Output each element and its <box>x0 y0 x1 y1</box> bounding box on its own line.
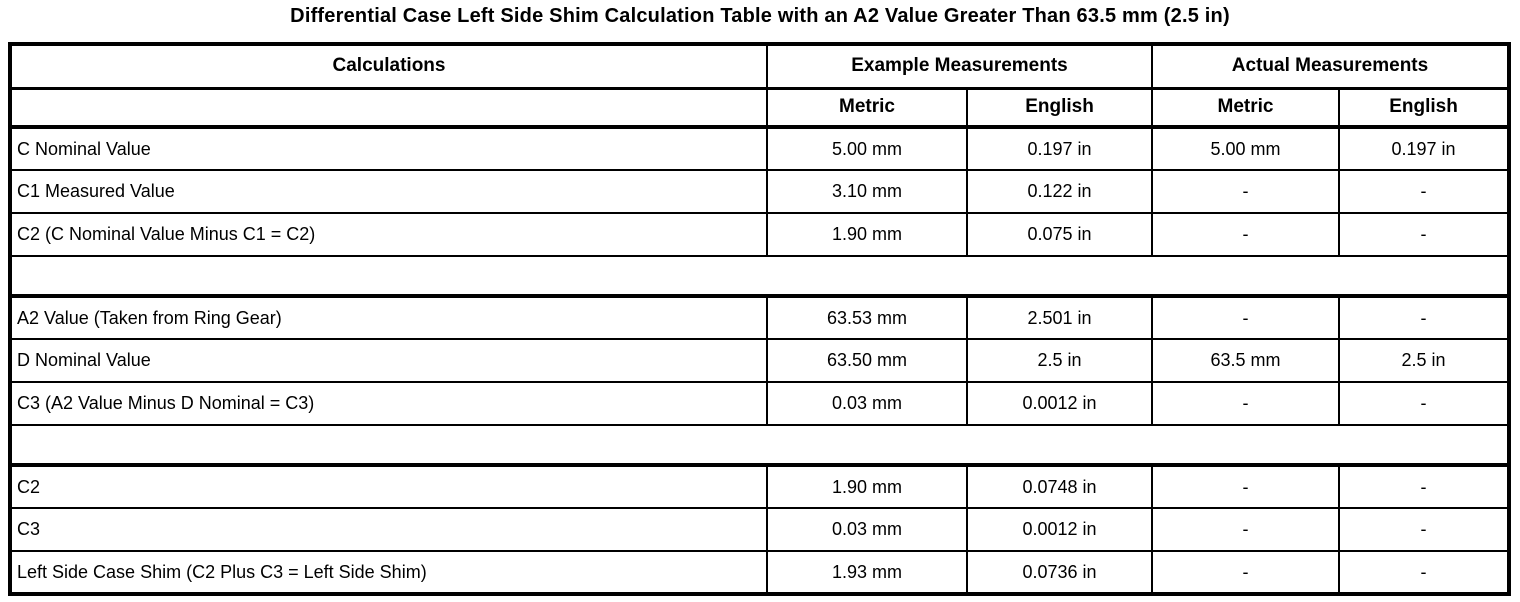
page-title: Differential Case Left Side Shim Calcula… <box>290 5 1230 27</box>
table-row: C Nominal Value 5.00 mm 0.197 in 5.00 mm 0.1… <box>9 127 1510 171</box>
row-label: Left Side Case Shim (C2 Plus C3 = Left S… <box>9 551 768 595</box>
header-row-units: Metric English Metric English <box>9 88 1510 129</box>
table-row: C3 0.03 mm 0.0012 in - - <box>9 508 1510 552</box>
actual-metric-header: Metric <box>1151 88 1340 129</box>
row-label: C3 (A2 Value Minus D Nominal = C3) <box>9 382 768 426</box>
actual-metric-value: - <box>1151 213 1340 257</box>
actual-metric-value: 63.5 mm <box>1151 339 1340 383</box>
example-english-value: 0.0736 in <box>966 551 1153 595</box>
actual-english-value: - <box>1338 296 1510 340</box>
example-metric-value: 0.03 mm <box>766 508 968 552</box>
actual-metric-value: - <box>1151 551 1340 595</box>
example-english-value: 2.501 in <box>966 296 1153 340</box>
example-metric-value: 3.10 mm <box>766 170 968 214</box>
example-english-value: 0.075 in <box>966 213 1153 257</box>
shim-calculation-table: Calculations Example Measurements Actual… <box>8 42 1511 596</box>
example-metric-value: 63.50 mm <box>766 339 968 383</box>
example-english-header: English <box>966 88 1153 129</box>
spacer-row <box>10 425 1509 467</box>
row-label: D Nominal Value <box>9 339 768 383</box>
header-row-groups: Calculations Example Measurements Actual… <box>9 44 1510 90</box>
table-row: C2 1.90 mm 0.0748 in - - <box>9 465 1510 509</box>
empty-header-cell <box>9 88 768 129</box>
spacer-cell <box>10 425 1509 467</box>
table-row: Left Side Case Shim (C2 Plus C3 = Left S… <box>9 551 1510 595</box>
example-metric-value: 0.03 mm <box>766 382 968 426</box>
row-label: C1 Measured Value <box>9 170 768 214</box>
actual-english-value: - <box>1338 465 1510 509</box>
example-metric-value: 1.90 mm <box>766 213 968 257</box>
example-metric-value: 5.00 mm <box>766 127 968 171</box>
example-english-value: 0.0748 in <box>966 465 1153 509</box>
table-body: C Nominal Value 5.00 mm 0.197 in 5.00 mm 0.1… <box>9 127 1510 595</box>
example-english-value: 0.0012 in <box>966 382 1153 426</box>
row-label: C2 <box>9 465 768 509</box>
actual-english-header: English <box>1338 88 1510 129</box>
row-label: C3 <box>9 508 768 552</box>
actual-english-value: - <box>1338 508 1510 552</box>
spacer-row <box>10 256 1509 298</box>
example-measurements-header: Example Measurements <box>766 44 1153 90</box>
actual-english-value: 0.197 in <box>1338 127 1510 171</box>
actual-metric-value: - <box>1151 296 1340 340</box>
actual-english-value: - <box>1338 170 1510 214</box>
actual-english-value: - <box>1338 382 1510 426</box>
actual-metric-value: - <box>1151 382 1340 426</box>
example-english-value: 2.5 in <box>966 339 1153 383</box>
actual-english-value: - <box>1338 551 1510 595</box>
table-row: C1 Measured Value 3.10 mm 0.122 in - - <box>9 170 1510 214</box>
row-label: C2 (C Nominal Value Minus C1 = C2) <box>9 213 768 257</box>
actual-metric-value: 5.00 mm <box>1151 127 1340 171</box>
example-english-value: 0.122 in <box>966 170 1153 214</box>
calculations-header: Calculations <box>9 44 768 90</box>
actual-metric-value: - <box>1151 508 1340 552</box>
table-row: D Nominal Value 63.50 mm 2.5 in 63.5 mm 2.5 … <box>9 339 1510 383</box>
row-label: C Nominal Value <box>9 127 768 171</box>
example-metric-value: 63.53 mm <box>766 296 968 340</box>
table-row: C3 (A2 Value Minus D Nominal = C3) 0.03 m… <box>9 382 1510 426</box>
actual-metric-value: - <box>1151 465 1340 509</box>
actual-english-value: 2.5 in <box>1338 339 1510 383</box>
row-label: A2 Value (Taken from Ring Gear) <box>9 296 768 340</box>
table-row: C2 (C Nominal Value Minus C1 = C2) 1.90 m… <box>9 213 1510 257</box>
table-header: Calculations Example Measurements Actual… <box>9 44 1510 129</box>
table-row: A2 Value (Taken from Ring Gear) 63.53 mm 2… <box>9 296 1510 340</box>
actual-measurements-header: Actual Measurements <box>1151 44 1510 90</box>
example-english-value: 0.197 in <box>966 127 1153 171</box>
actual-english-value: - <box>1338 213 1510 257</box>
example-english-value: 0.0012 in <box>966 508 1153 552</box>
example-metric-header: Metric <box>766 88 968 129</box>
spacer-cell <box>10 256 1509 298</box>
example-metric-value: 1.93 mm <box>766 551 968 595</box>
actual-metric-value: - <box>1151 170 1340 214</box>
example-metric-value: 1.90 mm <box>766 465 968 509</box>
